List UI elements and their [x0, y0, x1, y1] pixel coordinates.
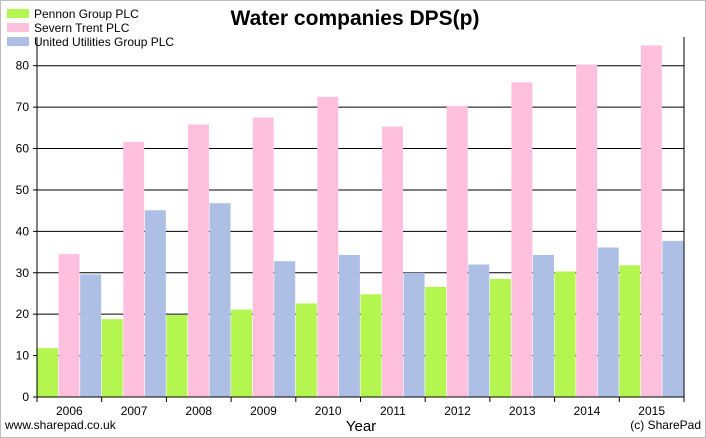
bar-severn-trent-plc-2007: [123, 141, 145, 397]
bar-pennon-group-plc-2009: [231, 309, 253, 397]
bar-pennon-group-plc-2006: [37, 348, 58, 397]
y-axis: 0 10 20 30 40 50 60 70 80: [16, 37, 685, 404]
chart-title: Water companies DPS(p): [231, 7, 480, 30]
bar-united-utilities-group-plc-2014: [597, 247, 619, 397]
legend-label: United Utilities Group PLC: [34, 35, 174, 49]
bar-severn-trent-plc-2006: [58, 254, 80, 397]
y-tick-label: 60: [16, 142, 30, 156]
legend-label: Severn Trent PLC: [34, 21, 130, 35]
bar-severn-trent-plc-2014: [576, 64, 598, 397]
bars: [37, 45, 684, 398]
bar-severn-trent-plc-2011: [382, 126, 404, 397]
legend-swatch: [7, 37, 29, 46]
y-tick-label: 40: [16, 224, 30, 238]
bar-pennon-group-plc-2012: [425, 286, 447, 397]
bar-pennon-group-plc-2011: [360, 294, 382, 397]
bar-pennon-group-plc-2008: [166, 315, 188, 397]
bar-severn-trent-plc-2015: [640, 45, 662, 397]
bar-united-utilities-group-plc-2015: [662, 240, 684, 397]
bar-united-utilities-group-plc-2010: [338, 254, 360, 397]
x-tick-label: 2013: [509, 404, 536, 418]
y-tick-label: 30: [16, 266, 30, 280]
y-tick-label: 50: [16, 183, 30, 197]
bar-pennon-group-plc-2014: [554, 271, 576, 397]
bar-united-utilities-group-plc-2012: [468, 264, 490, 397]
bar-pennon-group-plc-2007: [101, 319, 123, 397]
footer-left[interactable]: www.sharepad.co.uk: [4, 418, 117, 432]
x-tick-label: 2012: [444, 404, 471, 418]
x-tick-label: 2010: [315, 404, 342, 418]
legend-swatch: [7, 9, 29, 18]
y-tick-label: 10: [16, 349, 30, 363]
bar-severn-trent-plc-2009: [252, 117, 274, 398]
y-tick-label: 0: [22, 390, 29, 404]
x-tick-label: 2014: [574, 404, 601, 418]
bar-united-utilities-group-plc-2006: [80, 274, 102, 397]
x-tick-label: 2011: [380, 404, 406, 418]
y-tick-label: 80: [16, 59, 30, 73]
x-tick-label: 2007: [121, 404, 148, 418]
bar-united-utilities-group-plc-2008: [209, 203, 231, 397]
bar-pennon-group-plc-2015: [619, 265, 641, 397]
x-axis: 2006 2007 2008 2009 2010 2011 2012 2013 2014 2015: [36, 396, 685, 418]
y-tick-label: 20: [16, 307, 30, 321]
bar-united-utilities-group-plc-2007: [144, 210, 166, 397]
bar-pennon-group-plc-2013: [489, 278, 511, 397]
bar-severn-trent-plc-2008: [187, 124, 209, 397]
x-axis-title: Year: [346, 418, 376, 435]
bar-severn-trent-plc-2010: [317, 96, 339, 397]
legend-swatch: [7, 23, 29, 32]
bar-severn-trent-plc-2012: [446, 105, 468, 397]
legend-label: Pennon Group PLC: [34, 7, 139, 21]
bar-pennon-group-plc-2010: [295, 303, 317, 397]
x-tick-label: 2009: [250, 404, 277, 418]
y-tick-label: 70: [16, 100, 30, 114]
bar-united-utilities-group-plc-2013: [533, 254, 554, 397]
footer-right: (c) SharePad: [630, 418, 701, 432]
x-tick-label: 2006: [56, 404, 83, 418]
bar-united-utilities-group-plc-2011: [403, 272, 425, 397]
bar-severn-trent-plc-2013: [511, 82, 533, 397]
bar-united-utilities-group-plc-2009: [274, 261, 296, 397]
x-tick-label: 2008: [185, 404, 212, 418]
x-tick-label: 2015: [638, 404, 665, 418]
